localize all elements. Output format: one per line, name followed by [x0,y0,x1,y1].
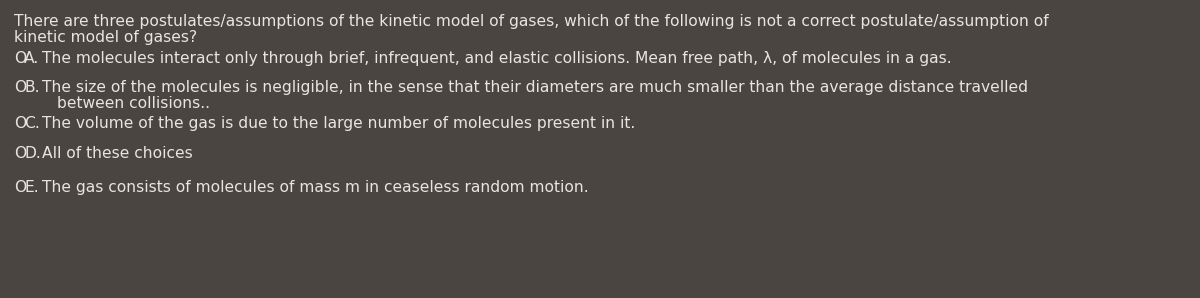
Text: O: O [14,180,26,195]
Text: A.: A. [24,51,40,66]
Text: There are three postulates/assumptions of the kinetic model of gases, which of t: There are three postulates/assumptions o… [14,14,1049,29]
Text: between collisions..: between collisions.. [58,96,210,111]
Text: D.: D. [24,146,41,161]
Text: O: O [14,116,26,131]
Text: O: O [14,146,26,161]
Text: C.: C. [24,116,40,131]
Text: B.: B. [24,80,40,95]
Text: All of these choices: All of these choices [42,146,193,161]
Text: The size of the molecules is negligible, in the sense that their diameters are m: The size of the molecules is negligible,… [42,80,1028,95]
Text: kinetic model of gases?: kinetic model of gases? [14,30,197,45]
Text: O: O [14,80,26,95]
Text: The molecules interact only through brief, infrequent, and elastic collisions. M: The molecules interact only through brie… [42,51,952,66]
Text: The volume of the gas is due to the large number of molecules present in it.: The volume of the gas is due to the larg… [42,116,635,131]
Text: The gas consists of molecules of mass m in ceaseless random motion.: The gas consists of molecules of mass m … [42,180,589,195]
Text: E.: E. [24,180,38,195]
Text: O: O [14,51,26,66]
